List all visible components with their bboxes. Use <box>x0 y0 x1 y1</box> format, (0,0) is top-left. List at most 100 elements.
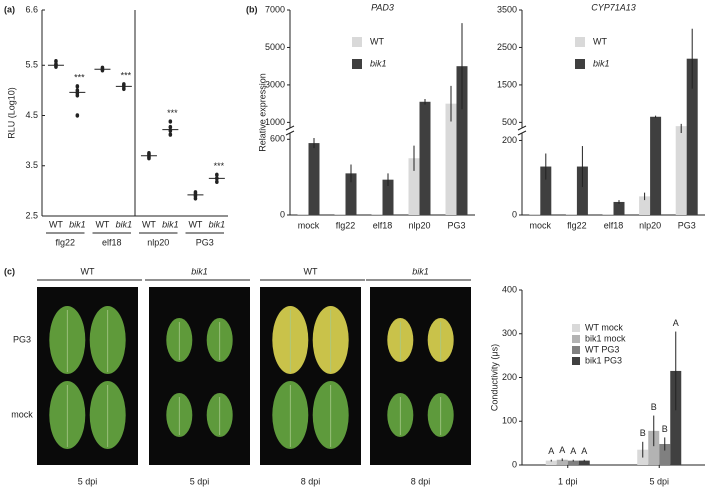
group-label: flg22 <box>55 237 75 247</box>
x-tick-label: elf18 <box>373 220 393 230</box>
y-axis-label: RLU (Log10) <box>6 87 16 139</box>
point <box>169 119 173 123</box>
column-label: WT <box>304 266 318 276</box>
y-tick-label: 300 <box>502 328 517 338</box>
panel-label: (b) <box>246 4 258 14</box>
bar <box>650 117 661 215</box>
point <box>169 132 173 136</box>
significance-letter: A <box>559 445 565 455</box>
point <box>215 180 219 184</box>
legend-label: WT mock <box>585 322 623 332</box>
y-tick-label: 100 <box>502 416 517 426</box>
y-tick-label: 1500 <box>497 79 517 89</box>
legend-swatch <box>572 335 580 343</box>
caption: 8 dpi <box>411 476 431 486</box>
y-tick-label: 4.5 <box>25 110 38 120</box>
legend-label: WT PG3 <box>585 344 619 354</box>
significance: *** <box>214 161 225 171</box>
photo <box>370 287 471 465</box>
y-tick-label: 600 <box>270 134 285 144</box>
significance-letter: B <box>651 402 657 412</box>
caption: 8 dpi <box>301 476 321 486</box>
series-label: bik1 <box>116 219 133 229</box>
legend-swatch <box>352 59 362 69</box>
series-label: WT <box>188 219 202 229</box>
series-label: bik1 <box>209 219 226 229</box>
group-label: nlp20 <box>147 237 169 247</box>
x-tick-label: 5 dpi <box>649 476 669 486</box>
y-tick-label: 500 <box>502 117 517 127</box>
legend-label: WT <box>370 36 384 46</box>
photo <box>149 287 250 465</box>
row-label: mock <box>11 409 33 419</box>
point <box>76 113 80 117</box>
significance-letter: A <box>570 446 576 456</box>
x-tick-label: 1 dpi <box>558 476 578 486</box>
y-tick-label: 5000 <box>265 42 285 52</box>
legend-label: bik1 mock <box>585 333 626 343</box>
column-label: bik1 <box>412 266 429 276</box>
bar <box>676 126 687 215</box>
legend-swatch <box>352 37 362 47</box>
caption: 5 dpi <box>190 476 210 486</box>
bar <box>614 202 625 215</box>
legend-swatch <box>572 346 580 354</box>
significance-letter: A <box>548 446 554 456</box>
legend-swatch <box>575 59 585 69</box>
y-tick-label: 5.5 <box>25 60 38 70</box>
y-tick-label: 0 <box>280 209 285 219</box>
panel-label: (a) <box>4 4 15 14</box>
significance: *** <box>74 73 85 83</box>
series-label: WT <box>49 219 63 229</box>
significance: *** <box>121 71 132 81</box>
caption: 5 dpi <box>78 476 98 486</box>
y-axis-label: Relative expression <box>257 73 267 152</box>
bar <box>309 143 320 215</box>
x-tick-label: PG3 <box>678 220 696 230</box>
y-tick-label: 3000 <box>265 79 285 89</box>
y-tick-label: 2500 <box>497 42 517 52</box>
significance: *** <box>167 108 178 118</box>
legend-label: bik1 <box>593 58 610 68</box>
y-tick-label: 7000 <box>265 4 285 14</box>
point <box>169 128 173 132</box>
y-axis-label: Conductivity (μs) <box>489 344 499 411</box>
series-label: bik1 <box>162 219 179 229</box>
panel-label: (c) <box>4 266 15 276</box>
legend-label: bik1 PG3 <box>585 355 622 365</box>
column-label: WT <box>81 266 95 276</box>
y-tick-label: 200 <box>502 135 517 145</box>
legend-swatch <box>572 357 580 365</box>
point <box>76 84 80 88</box>
x-tick-label: mock <box>298 220 320 230</box>
point <box>122 87 126 91</box>
chart-title: PAD3 <box>371 2 394 12</box>
series-label: WT <box>95 219 109 229</box>
legend-swatch <box>572 324 580 332</box>
x-tick-label: nlp20 <box>639 220 661 230</box>
group-label: PG3 <box>196 237 214 247</box>
x-tick-label: flg22 <box>567 220 587 230</box>
legend-label: WT <box>593 36 607 46</box>
significance-letter: A <box>673 318 679 328</box>
y-tick-label: 3.5 <box>25 160 38 170</box>
y-tick-label: 0 <box>512 459 517 469</box>
significance-letter: B <box>640 428 646 438</box>
photo <box>37 287 138 465</box>
y-tick-label: 0 <box>512 209 517 219</box>
x-tick-label: elf18 <box>604 220 624 230</box>
y-tick-label: 6.6 <box>25 4 38 14</box>
significance-letter: B <box>662 424 668 434</box>
point <box>76 93 80 97</box>
y-tick-label: 200 <box>502 372 517 382</box>
x-tick-label: PG3 <box>447 220 465 230</box>
legend-label: bik1 <box>370 58 387 68</box>
y-tick-label: 1000 <box>265 117 285 127</box>
chart-title: CYP71A13 <box>591 2 636 12</box>
group-label: elf18 <box>102 237 122 247</box>
series-label: WT <box>142 219 156 229</box>
y-tick-label: 3500 <box>497 4 517 14</box>
bar <box>420 102 431 215</box>
photo <box>260 287 361 465</box>
